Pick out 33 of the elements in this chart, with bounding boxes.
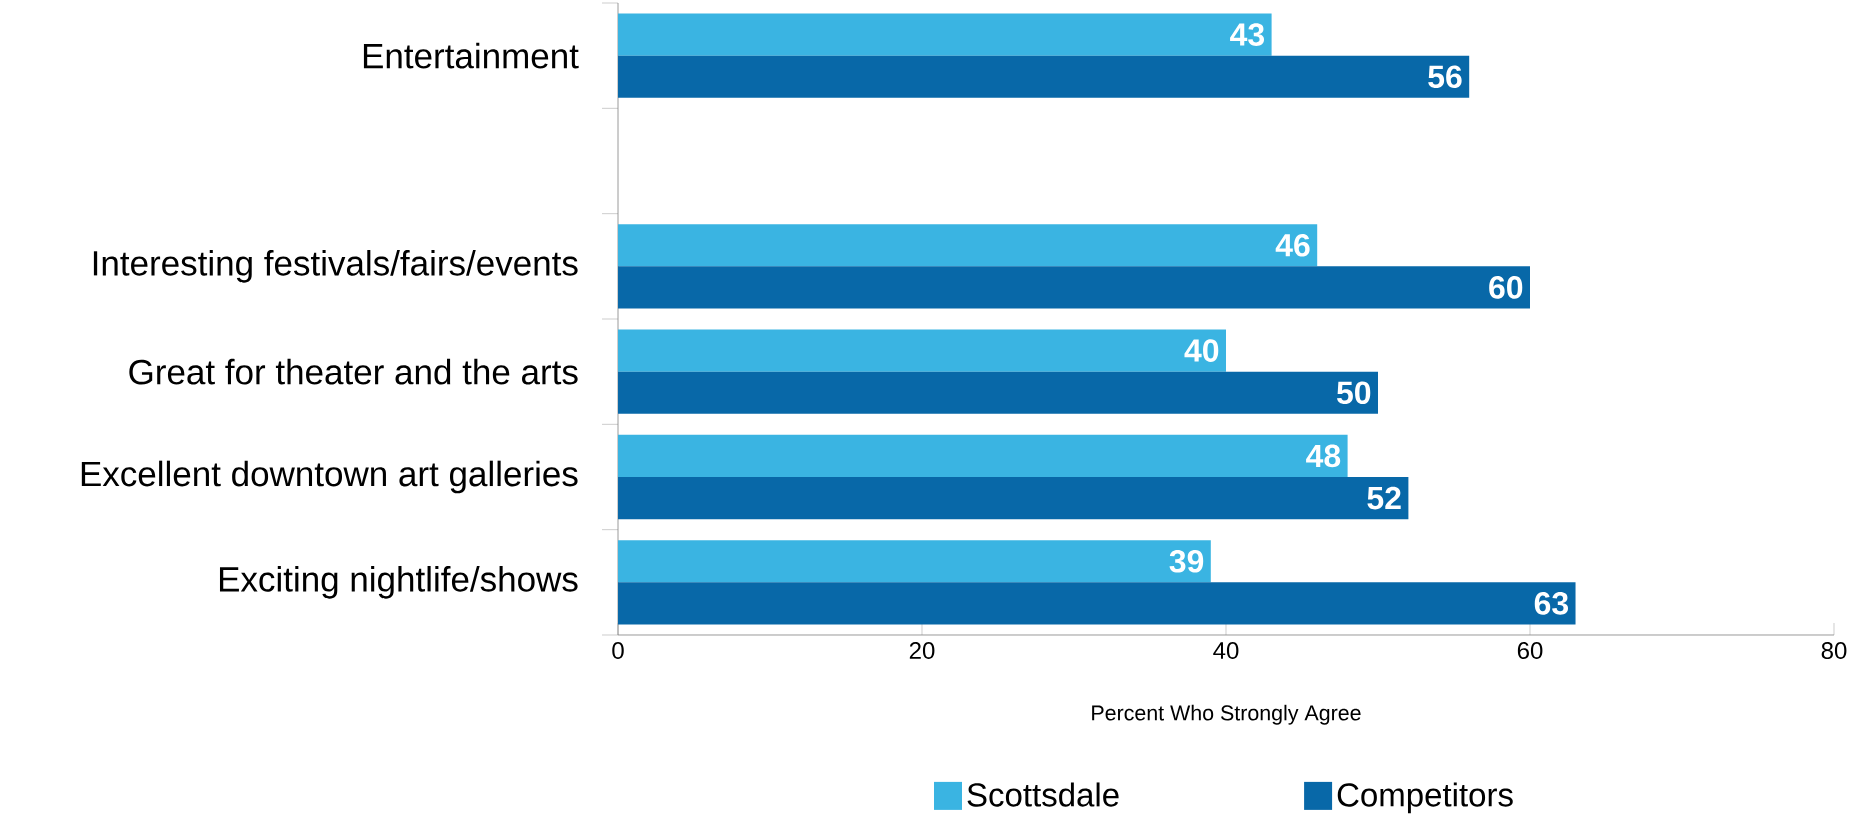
bar bbox=[618, 55, 1470, 98]
x-axis-title: Percent Who Strongly Agree bbox=[1092, 704, 1361, 725]
bar bbox=[618, 540, 1211, 583]
data-label: 43 bbox=[1230, 23, 1265, 46]
bar bbox=[618, 582, 1576, 625]
bar bbox=[618, 371, 1378, 414]
y-tick-label: Excellent downtown art galleries bbox=[81, 460, 578, 494]
bar bbox=[618, 266, 1530, 309]
data-label: 52 bbox=[1367, 486, 1401, 510]
x-tick-label: 80 bbox=[1821, 642, 1847, 660]
data-label: 60 bbox=[1489, 276, 1523, 299]
bar bbox=[618, 477, 1409, 520]
x-tick-label: 20 bbox=[909, 642, 935, 660]
data-label: 46 bbox=[1275, 233, 1310, 257]
data-label: 39 bbox=[1169, 549, 1204, 573]
x-tick-label: 40 bbox=[1213, 642, 1239, 660]
data-label: 50 bbox=[1336, 381, 1371, 405]
y-tick-label: Exciting nightlife/shows bbox=[219, 566, 578, 599]
x-tick-label: 0 bbox=[612, 642, 624, 660]
y-tick-label: Great for theater and the arts bbox=[129, 358, 578, 385]
bar bbox=[618, 13, 1272, 56]
data-label: 63 bbox=[1534, 592, 1569, 615]
bar bbox=[618, 224, 1318, 267]
data-label: 48 bbox=[1306, 444, 1341, 468]
legend-label: Competitors bbox=[1337, 782, 1513, 814]
bar bbox=[618, 434, 1348, 477]
legend-label: Scottsdale bbox=[967, 782, 1119, 807]
y-tick-label: Interesting festivals/fairs/events bbox=[93, 250, 578, 283]
bar bbox=[618, 329, 1226, 372]
data-label: 56 bbox=[1428, 65, 1462, 89]
y-tick-label: Entertainment bbox=[363, 42, 579, 69]
data-label: 40 bbox=[1184, 339, 1219, 362]
x-tick-label: 60 bbox=[1517, 642, 1543, 660]
